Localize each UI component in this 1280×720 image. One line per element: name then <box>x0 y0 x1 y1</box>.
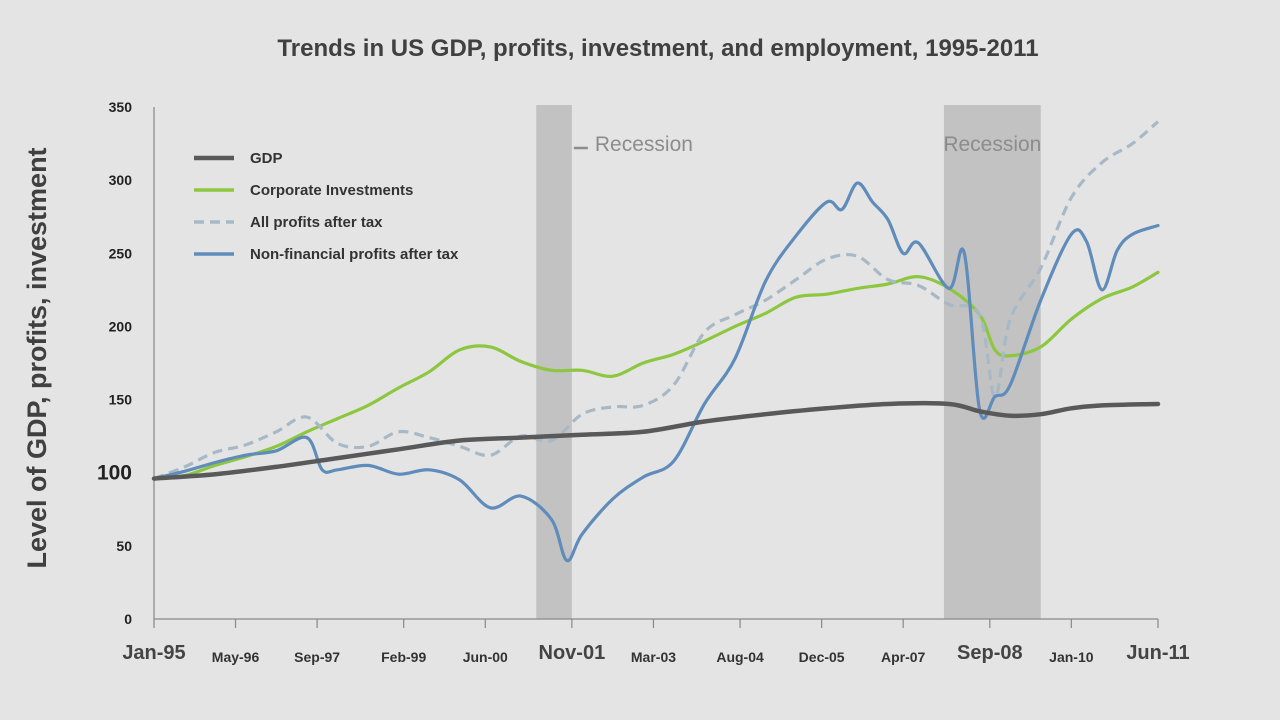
recession-label: Recession <box>595 133 693 156</box>
axes <box>153 107 1158 620</box>
x-ticks: Jan-95 May-96 Sep-97 Feb-99 Jun-00 Nov-01 Mar-… <box>122 619 1190 665</box>
x-tick-label: Jan-10 <box>1049 649 1094 665</box>
y-ticks: 0 50 100 150 200 250 300 350 <box>97 99 132 627</box>
legend-label: Corporate Investments <box>250 182 413 199</box>
series-line-corporate-investments <box>152 270 1160 481</box>
y-tick-label: 350 <box>109 99 133 115</box>
y-tick-label: 100 <box>97 462 132 485</box>
legend: GDP Corporate Investments All profits afte… <box>194 150 459 263</box>
recession-bands: Recession Recession <box>536 105 1041 619</box>
x-tick-label: May-96 <box>212 649 260 665</box>
recession-label: Recession <box>943 133 1041 156</box>
legend-label: All profits after tax <box>250 214 383 231</box>
x-tick-label: Sep-97 <box>294 649 340 665</box>
x-tick-label: Jun-11 <box>1126 642 1189 664</box>
series-lines <box>151 120 1161 563</box>
x-tick-label: Jan-95 <box>122 642 185 664</box>
y-tick-label: 150 <box>109 392 133 408</box>
legend-label: GDP <box>250 150 283 167</box>
x-tick-label: Sep-08 <box>957 642 1023 664</box>
recession-band <box>943 105 1041 619</box>
x-tick-label: Jun-00 <box>463 649 508 665</box>
y-tick-label: 200 <box>109 318 133 334</box>
x-tick-label: Dec-05 <box>799 649 845 665</box>
legend-label: Non-financial profits after tax <box>250 246 459 263</box>
series-line-non-financial-profits-after-tax <box>152 181 1160 563</box>
series-line-gdp <box>151 400 1161 481</box>
recession-band <box>536 105 572 619</box>
y-tick-label: 300 <box>109 172 133 188</box>
y-tick-label: 50 <box>116 538 132 554</box>
y-axis-label: Level of GDP, profits, investment <box>22 147 52 568</box>
x-tick-label: Aug-04 <box>716 649 764 665</box>
x-tick-label: Apr-07 <box>881 649 926 665</box>
y-tick-label: 250 <box>109 245 133 261</box>
x-tick-label: Feb-99 <box>381 649 426 665</box>
series-line-all-profits-after-tax <box>153 120 1160 481</box>
y-tick-label: 0 <box>124 611 132 627</box>
chart-title: Trends in US GDP, profits, investment, a… <box>277 35 1038 62</box>
x-tick-label: Mar-03 <box>631 649 676 665</box>
x-tick-label: Nov-01 <box>539 642 606 664</box>
